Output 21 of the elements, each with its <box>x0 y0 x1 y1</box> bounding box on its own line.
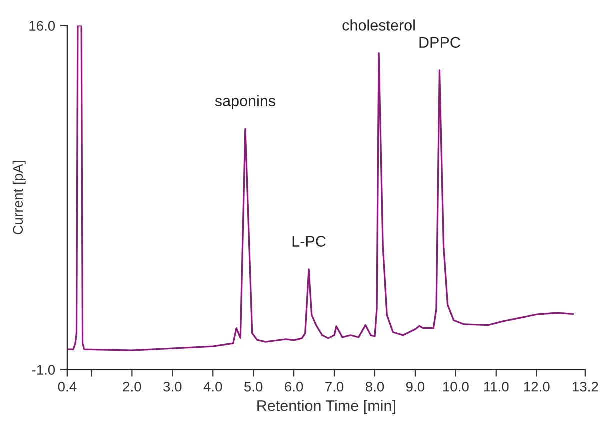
x-tick-label: 10.0 <box>443 382 469 392</box>
x-tick-label: 7.0 <box>326 382 344 392</box>
x-tick-label: 9.0 <box>406 382 425 392</box>
annotation: saponins <box>215 95 276 110</box>
x-tick-label: 13.2 <box>572 382 598 392</box>
x-axis-title: Retention Time [min] <box>258 400 396 414</box>
y-tick-label: -1.0 <box>32 365 56 375</box>
x-tick-label: 4.0 <box>204 382 222 392</box>
x-tick-label: 0.4 <box>58 382 77 392</box>
x-tick-label: 6.0 <box>285 382 304 392</box>
x-tick-label: 5.0 <box>244 382 263 392</box>
y-tick-label: 16.0 <box>30 21 56 31</box>
annotation: cholesterol <box>342 20 415 31</box>
annotation: L-PC <box>292 236 326 247</box>
x-tick-label: 8.0 <box>366 382 384 392</box>
x-tick-label: 11.0 <box>484 382 509 392</box>
x-tick-label: 2.0 <box>123 382 142 392</box>
x-tick-label: 12.0 <box>524 382 550 392</box>
annotation: DPPC <box>420 37 460 48</box>
x-tick-label: 3.0 <box>164 382 182 392</box>
y-axis-title: Current [pA] <box>12 161 26 235</box>
